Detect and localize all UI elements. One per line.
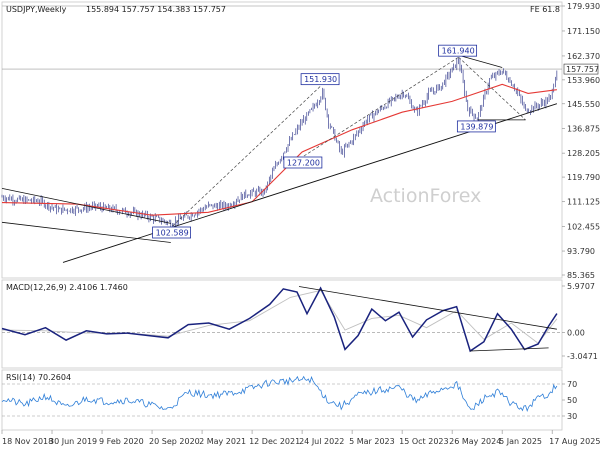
macd-signal-line bbox=[1, 289, 558, 344]
swing-label-box bbox=[152, 226, 191, 239]
swing-label-box bbox=[438, 44, 478, 57]
ohlc-readout: 155.894 157.757 154.383 157.757 bbox=[86, 5, 226, 14]
projection-line bbox=[172, 85, 322, 227]
rsi-y-tick-label: 50 bbox=[567, 396, 577, 405]
price-y-tick-label: 85.365 bbox=[567, 271, 595, 280]
x-tick-label: 30 Jun 2019 bbox=[49, 437, 97, 446]
rsi-panel-title: RSI(14) 70.2604 bbox=[6, 373, 71, 382]
projection-line bbox=[458, 56, 526, 121]
rsi-panel-frame bbox=[1, 369, 563, 431]
x-tick-label: 24 Jul 2022 bbox=[299, 437, 344, 446]
x-tick-label: 5 Jan 2025 bbox=[499, 437, 542, 446]
price-y-tick-label: 171.150 bbox=[567, 27, 600, 36]
x-tick-label: 5 Mar 2023 bbox=[349, 437, 395, 446]
price-y-tick-label: 102.455 bbox=[567, 222, 600, 231]
x-tick-label: 18 Nov 2018 bbox=[2, 437, 53, 446]
macd-trend-lower bbox=[470, 347, 549, 352]
upper-wedge-line bbox=[458, 54, 503, 68]
price-y-tick-label: 162.370 bbox=[567, 52, 600, 61]
watermark: ActionForex bbox=[370, 185, 481, 207]
price-panel-frame bbox=[1, 1, 563, 279]
x-tick-label: 26 May 2024 bbox=[449, 437, 501, 446]
swing-label: 151.930 bbox=[304, 75, 337, 84]
swing-label: 102.589 bbox=[156, 229, 189, 238]
swing-label: 161.940 bbox=[442, 47, 475, 56]
price-plot: 102.589 127.200 151.930 161.940 139.879 bbox=[1, 5, 562, 263]
swing-label: 139.879 bbox=[460, 122, 493, 131]
x-tick-label: 2 May 2021 bbox=[199, 437, 246, 446]
price-y-tick-label: 153.960 bbox=[567, 76, 600, 85]
price-y-tick-label: 119.790 bbox=[567, 173, 600, 182]
rsi-y-tick-label: 70 bbox=[567, 380, 577, 389]
x-tick-label: 12 Dec 2021 bbox=[249, 437, 300, 446]
last-price-label: 157.757 bbox=[566, 65, 599, 74]
price-y-tick-label: 93.790 bbox=[567, 247, 595, 256]
macd-panel-title: MACD(12,26,9) 2.4106 1.7460 bbox=[6, 283, 128, 292]
macd-y-tick-label: 0.00 bbox=[567, 328, 585, 337]
price-panel-title: USDJPY,Weekly bbox=[6, 5, 67, 14]
swing-label-box bbox=[300, 73, 340, 86]
channel-upper-line bbox=[1, 188, 171, 224]
swing-label: 127.200 bbox=[287, 158, 320, 167]
price-y-tick-label: 145.550 bbox=[567, 100, 600, 109]
price-y-tick-label: 136.875 bbox=[567, 124, 600, 133]
macd-plot bbox=[1, 286, 562, 353]
rsi-y-tick-label: 30 bbox=[567, 412, 577, 421]
macd-y-tick-label: 5.9707 bbox=[567, 282, 595, 291]
rsi-line bbox=[1, 375, 558, 413]
price-y-tick-label: 111.125 bbox=[567, 198, 600, 207]
macd-line bbox=[1, 286, 558, 353]
swing-label-box bbox=[283, 156, 323, 169]
channel-lower-line bbox=[1, 221, 171, 243]
x-tick-label: 20 Sep 2020 bbox=[149, 437, 200, 446]
projection-line bbox=[303, 56, 459, 157]
macd-panel-frame bbox=[1, 279, 563, 369]
macd-trend-upper bbox=[298, 286, 557, 330]
x-tick-label: 15 Oct 2023 bbox=[399, 437, 448, 446]
x-tick-label: 9 Feb 2020 bbox=[99, 437, 144, 446]
price-y-tick-label: 179.930 bbox=[567, 2, 600, 11]
macd-y-tick-label: -3.0471 bbox=[567, 352, 598, 361]
price-y-tick-label: 128.205 bbox=[567, 149, 600, 158]
rsi-plot bbox=[1, 375, 562, 417]
x-tick-label: 17 Aug 2025 bbox=[549, 437, 600, 446]
fib-label: FE 61.8 bbox=[530, 5, 560, 14]
last-price-tag bbox=[563, 63, 599, 75]
swing-label-box bbox=[456, 120, 496, 133]
